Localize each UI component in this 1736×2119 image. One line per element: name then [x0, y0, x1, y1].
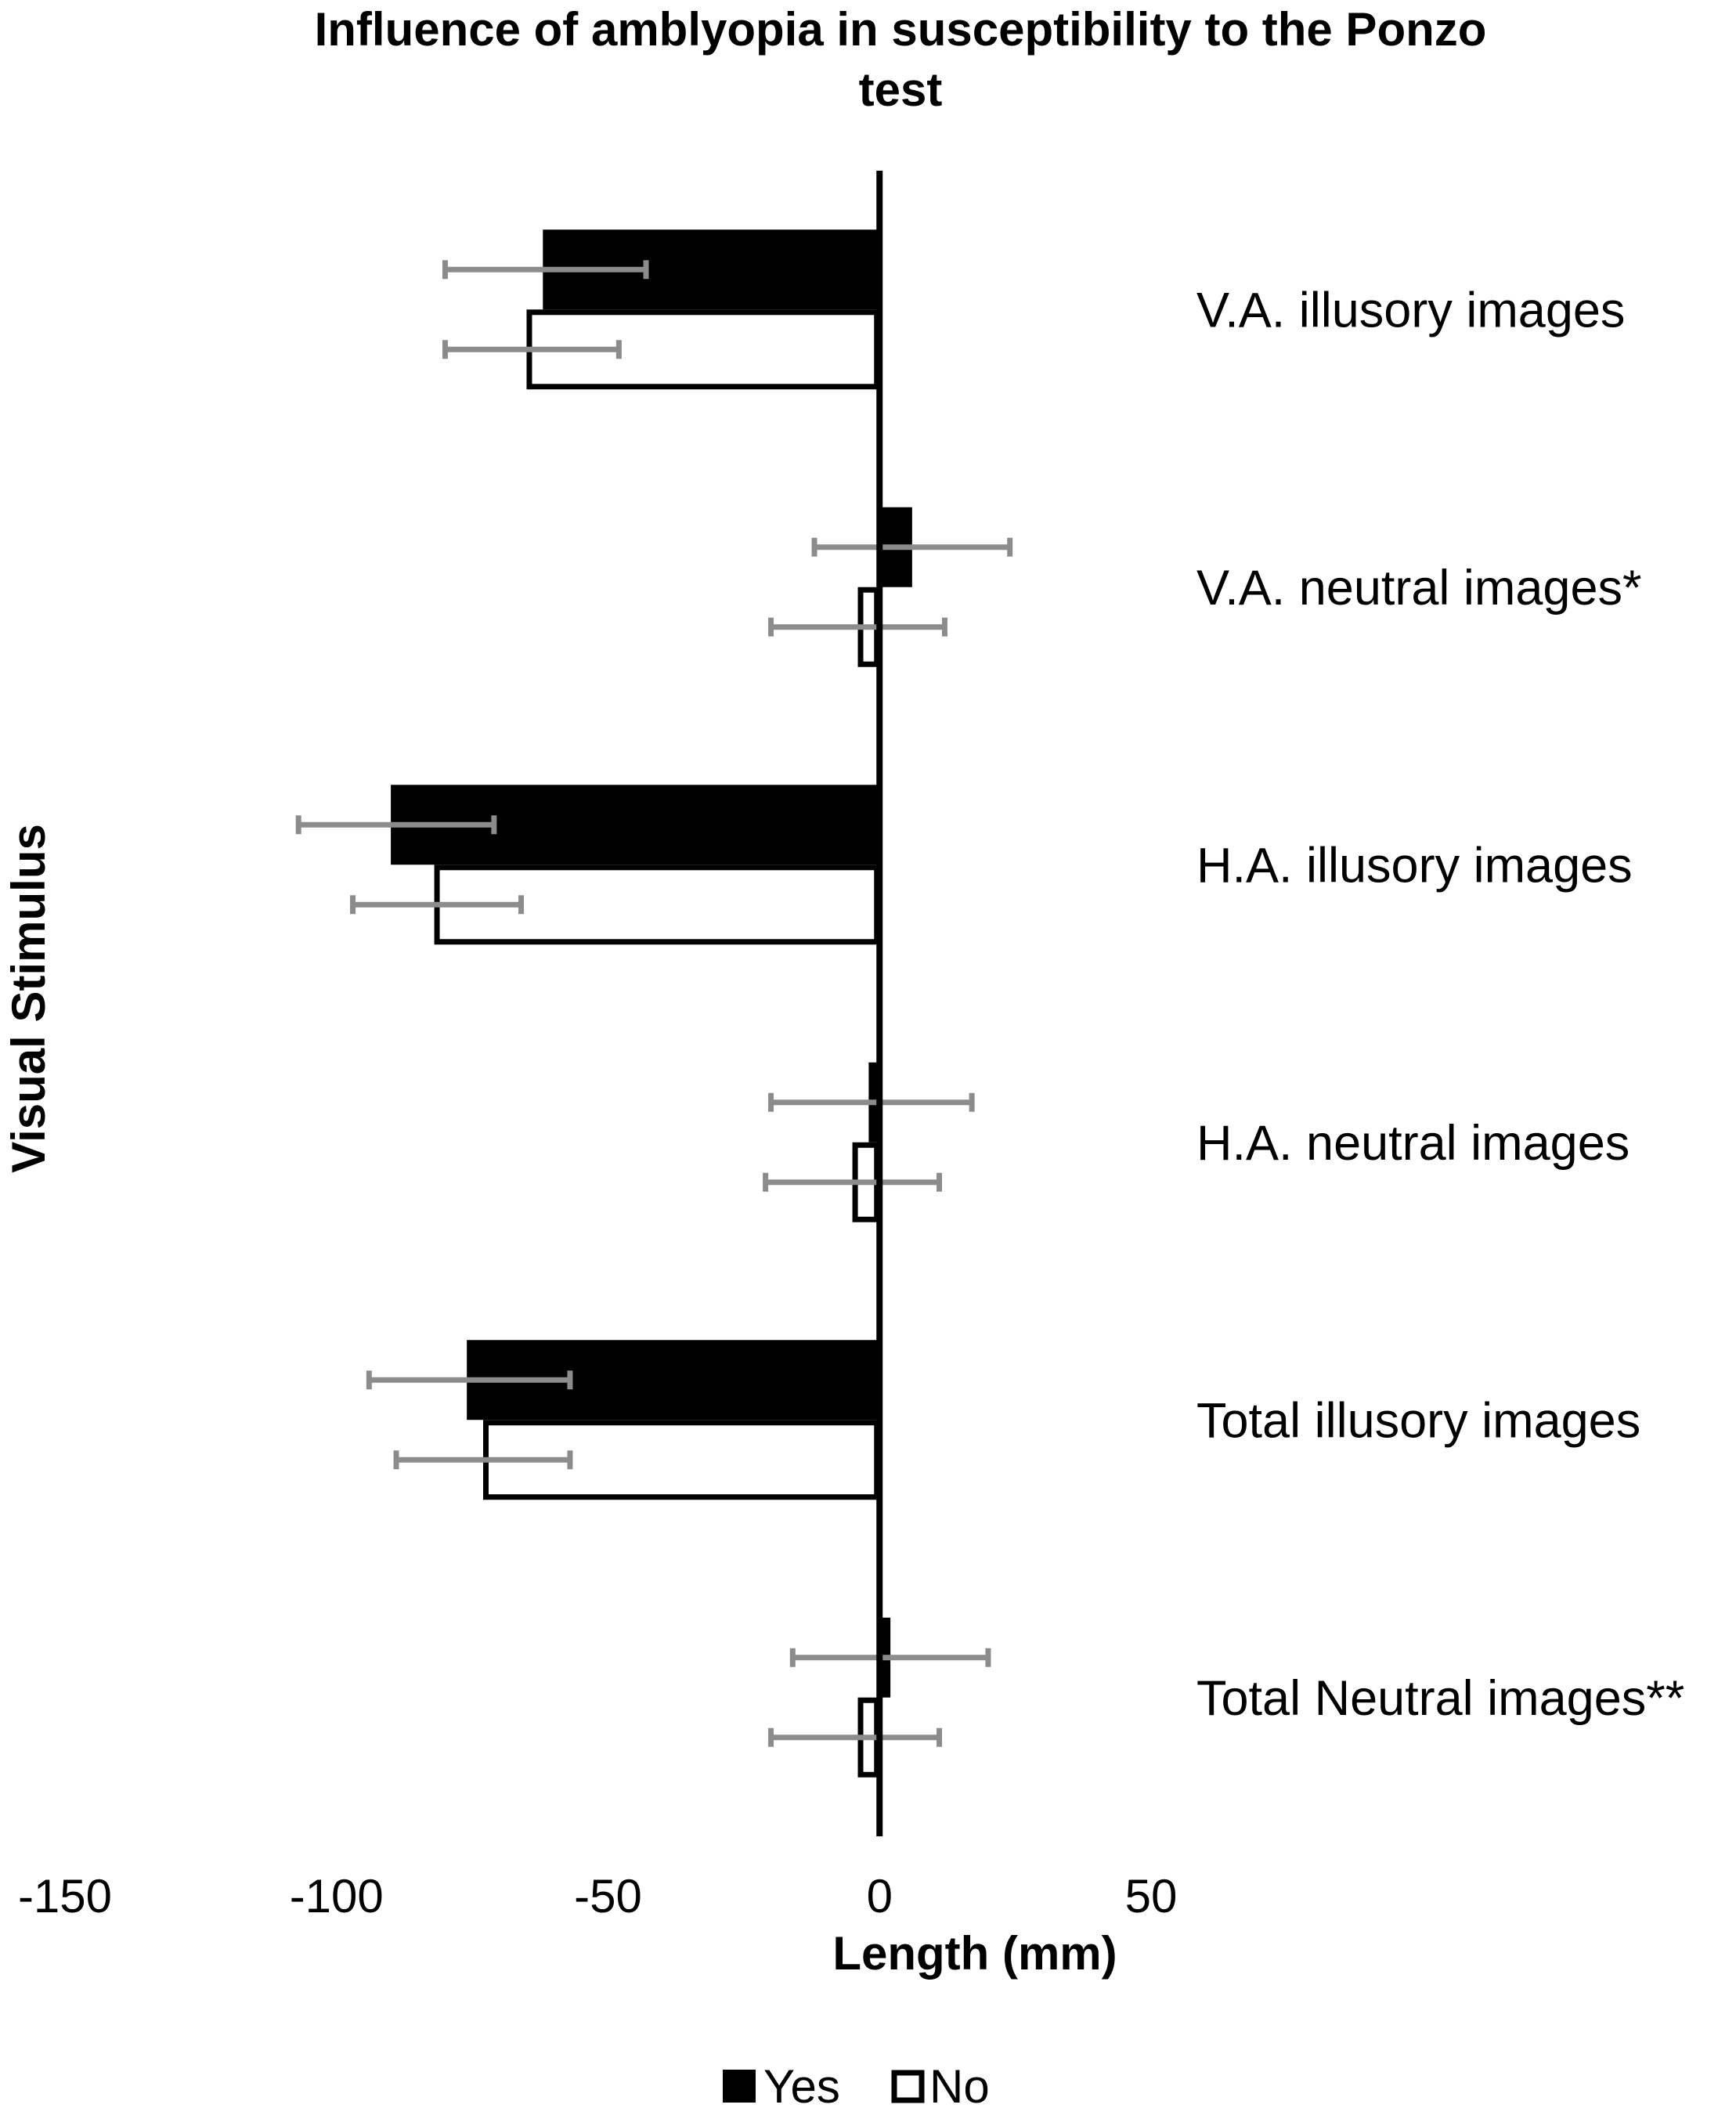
- error-bar-no-total-illusory-images: [393, 1450, 573, 1470]
- category-label-v-a-neutral-images: V.A. neutral images*: [1196, 561, 1642, 615]
- legend-swatch-no: [891, 2070, 925, 2103]
- error-bar-no-h-a-neutral-images: [763, 1172, 943, 1192]
- y-axis-title: Visual Stimulus: [2, 824, 55, 1173]
- x-tick-label: 0: [867, 1870, 893, 1922]
- category-label-h-a-neutral-images: H.A. neutral images: [1196, 1116, 1630, 1171]
- x-tick-label: -150: [18, 1870, 112, 1922]
- error-bar-no-v-a-illusory-images: [442, 340, 622, 359]
- legend: Yes No: [723, 2060, 990, 2113]
- x-tick-labels: -150 -100 -50 0 50: [18, 1870, 1177, 1922]
- category-label-total-illusory-images: Total illusory images: [1196, 1393, 1640, 1448]
- legend-label-no: No: [929, 2060, 990, 2113]
- error-bar-no-total-neutral-images: [768, 1727, 943, 1747]
- category-labels: V.A. illusory images V.A. neutral images*…: [1196, 283, 1684, 1726]
- x-tick-label: -100: [290, 1870, 384, 1922]
- legend-swatch-yes: [723, 2070, 756, 2103]
- category-label-v-a-illusory-images: V.A. illusory images: [1196, 283, 1625, 338]
- error-bar-no-h-a-illusory-images: [350, 895, 525, 915]
- bars-group: [391, 229, 912, 1778]
- chart-title-line-1: Influence of amblyopia in susceptibility…: [315, 3, 1487, 56]
- error-bar-yes-v-a-neutral-images: [811, 537, 1013, 557]
- x-axis-title: Length (mm): [832, 1927, 1117, 1980]
- x-tick-label: 50: [1125, 1870, 1178, 1922]
- legend-label-yes: Yes: [763, 2060, 840, 2113]
- error-bars-group: [295, 260, 1013, 1747]
- category-label-h-a-illusory-images: H.A. illusory images: [1196, 838, 1633, 893]
- error-bar-yes-total-illusory-images: [366, 1370, 573, 1390]
- error-bar-no-v-a-neutral-images: [768, 617, 947, 637]
- error-bar-yes-h-a-illusory-images: [295, 815, 497, 835]
- x-tick-label: -50: [574, 1870, 642, 1922]
- error-bar-yes-h-a-neutral-images: [768, 1092, 975, 1112]
- chart-title-line-2: test: [859, 63, 943, 116]
- error-bar-yes-v-a-illusory-images: [442, 260, 649, 280]
- error-bar-yes-total-neutral-images: [789, 1648, 991, 1667]
- category-label-total-neutral-images: Total Neutral images**: [1196, 1671, 1684, 1726]
